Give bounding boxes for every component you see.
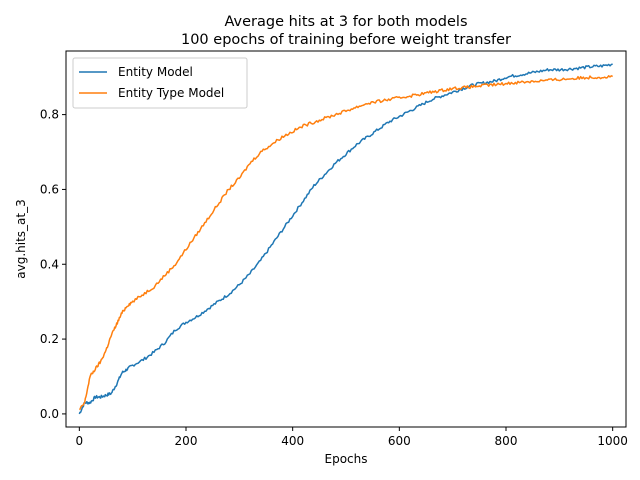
y-tick-label: 0.4 bbox=[40, 257, 59, 271]
legend-label-entity-model: Entity Model bbox=[118, 65, 193, 79]
legend: Entity Model Entity Type Model bbox=[72, 57, 248, 109]
x-tick-label: 400 bbox=[281, 434, 304, 448]
x-axis-label: Epochs bbox=[325, 452, 368, 466]
x-tick-label: 200 bbox=[175, 434, 198, 448]
series-line-entity-type-model bbox=[79, 75, 613, 411]
x-tick-label: 600 bbox=[388, 434, 411, 448]
legend-box bbox=[72, 57, 248, 109]
x-tick-label: 0 bbox=[76, 434, 84, 448]
series-layer bbox=[78, 63, 613, 415]
x-tick-label: 1000 bbox=[597, 434, 628, 448]
y-axis-label: avg.hits_at_3 bbox=[14, 199, 28, 278]
x-ticks: 0 200 400 600 800 1000 bbox=[76, 427, 628, 448]
legend-label-entity-type-model: Entity Type Model bbox=[118, 86, 224, 100]
y-tick-label: 0.6 bbox=[40, 182, 59, 196]
x-tick-label: 800 bbox=[495, 434, 518, 448]
plot-area: 0 200 400 600 800 1000 0.0 0.2 0.4 0.6 0.8 bbox=[40, 50, 628, 448]
y-tick-label: 0.2 bbox=[40, 332, 59, 346]
y-tick-label: 0.0 bbox=[40, 407, 59, 421]
y-tick-label: 0.8 bbox=[40, 108, 59, 122]
y-ticks: 0.0 0.2 0.4 0.6 0.8 bbox=[40, 108, 66, 421]
series-line-entity-model bbox=[78, 63, 613, 415]
chart-title: Average hits at 3 for both models bbox=[224, 14, 467, 30]
chart-subtitle: 100 epochs of training before weight tra… bbox=[181, 32, 511, 48]
axes-frame bbox=[65, 50, 627, 428]
